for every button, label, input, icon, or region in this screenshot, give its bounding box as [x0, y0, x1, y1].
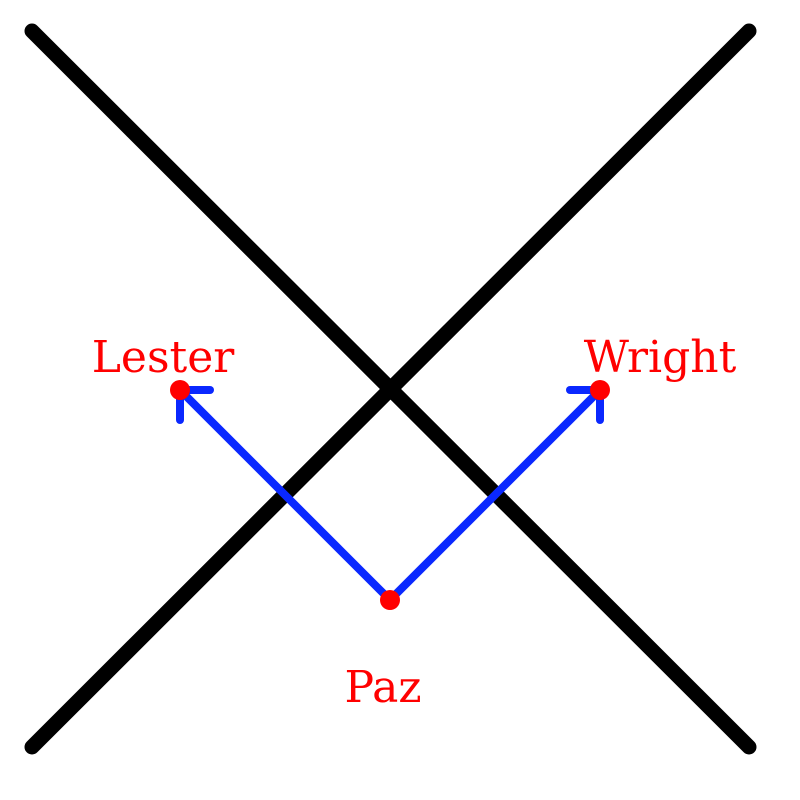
- label-bottom-point: Paz: [344, 662, 421, 713]
- diagonal-line-ascending: [24, 23, 757, 755]
- point-right: [590, 380, 610, 400]
- label-right-point: Wright: [584, 332, 737, 383]
- point-bottom: [380, 590, 400, 610]
- point-left: [170, 380, 190, 400]
- arrow-shaft-left: [176, 386, 394, 604]
- arrow-shaft-right: [386, 386, 604, 604]
- label-left-point: Lester: [92, 332, 236, 383]
